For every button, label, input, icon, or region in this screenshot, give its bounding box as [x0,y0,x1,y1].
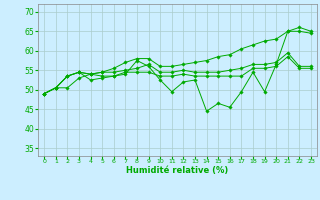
X-axis label: Humidité relative (%): Humidité relative (%) [126,166,229,175]
